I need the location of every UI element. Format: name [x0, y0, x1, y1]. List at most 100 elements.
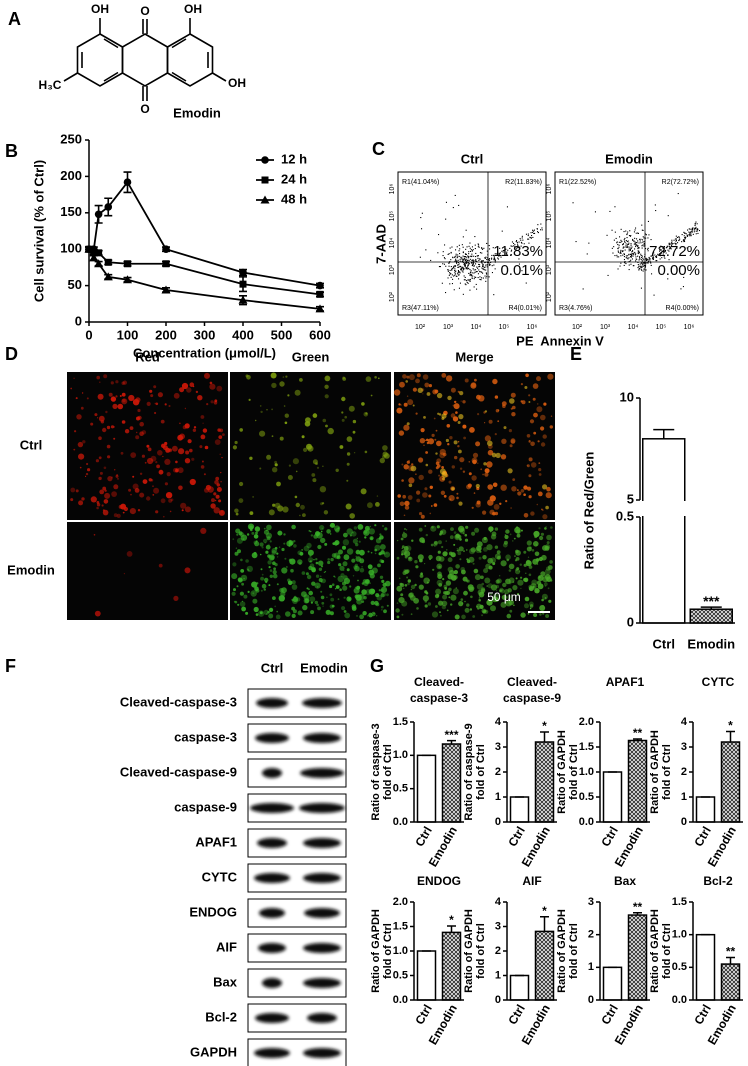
bar	[695, 796, 716, 823]
flow-dot	[468, 272, 470, 274]
flow-dot	[462, 259, 464, 261]
quadrant-label: R1(22.52%)	[559, 179, 596, 186]
cell-speck	[427, 602, 432, 606]
cell-speck	[442, 477, 445, 481]
flow-dot	[665, 249, 667, 251]
flow-dot	[478, 258, 480, 260]
flow-dot	[647, 250, 649, 252]
cell-speck	[177, 434, 184, 441]
cell-speck	[276, 552, 279, 555]
cell-speck	[430, 543, 434, 547]
flow-dot	[648, 256, 650, 258]
cell-speck	[301, 571, 306, 575]
flow-dot	[683, 276, 685, 278]
flow-dot	[465, 253, 467, 255]
cell-speck	[495, 584, 499, 589]
cell-speck	[401, 613, 404, 616]
flow-dot	[471, 250, 473, 252]
flow-dot	[659, 253, 661, 255]
flow-dot	[631, 255, 633, 257]
cell-speck	[399, 381, 405, 388]
cell-speck	[337, 598, 340, 601]
flow-dot	[460, 268, 462, 270]
cell-speck	[401, 532, 408, 539]
cell-speck	[531, 549, 535, 552]
cell-speck	[359, 549, 365, 556]
cell-speck	[239, 591, 244, 596]
cell-speck	[254, 526, 261, 532]
cell-speck	[231, 573, 238, 580]
flow-dot	[477, 277, 479, 279]
cell-speck	[351, 604, 357, 609]
significance: **	[633, 900, 643, 914]
flow-dot	[638, 247, 640, 249]
flow-dot	[465, 268, 467, 270]
flow-dot	[622, 251, 624, 253]
flow-title: Ctrl	[461, 151, 483, 166]
cell-speck	[166, 472, 171, 477]
cell-speck	[484, 422, 486, 424]
cell-speck	[336, 555, 341, 560]
flow-dot	[638, 250, 640, 252]
cell-speck	[520, 529, 523, 532]
cell-speck	[411, 463, 414, 466]
cell-speck	[155, 402, 159, 406]
flow-x-tick: 10⁴	[471, 324, 482, 331]
cell-speck	[253, 534, 259, 539]
flow-dot	[643, 268, 645, 270]
flow-dot	[613, 239, 615, 241]
cell-speck	[321, 578, 327, 584]
series-line	[89, 180, 321, 287]
flow-dot	[502, 251, 504, 253]
cell-speck	[179, 387, 185, 393]
cell-speck	[152, 485, 154, 487]
cell-speck	[293, 540, 296, 543]
cell-speck	[456, 492, 459, 495]
cell-speck	[367, 550, 370, 553]
cell-speck	[209, 381, 213, 385]
cell-speck	[154, 411, 157, 415]
cell-speck	[472, 562, 475, 565]
cell-speck	[470, 547, 476, 553]
cell-speck	[132, 475, 135, 478]
flow-dot	[491, 258, 493, 260]
cell-speck	[403, 402, 408, 407]
cell-speck	[263, 527, 266, 530]
y-tick-label: 0.5	[393, 969, 408, 981]
cell-speck	[252, 598, 258, 604]
flow-dot	[465, 229, 467, 231]
flow-dot	[622, 243, 624, 245]
cell-speck	[357, 524, 364, 530]
y-tick-label: 3	[495, 920, 501, 932]
flow-dot	[630, 256, 632, 258]
flow-dot	[505, 252, 507, 254]
flow-dot	[625, 245, 627, 247]
cell-speck	[413, 597, 419, 604]
flow-dot	[635, 232, 637, 234]
flow-dot	[696, 228, 698, 230]
cell-speck	[263, 609, 269, 616]
blot-band	[262, 768, 282, 778]
cell-speck	[80, 406, 84, 410]
flow-dot	[662, 248, 664, 250]
cell-speck	[320, 537, 326, 544]
cell-speck	[306, 574, 312, 580]
cell-speck	[539, 613, 542, 616]
cell-speck	[274, 546, 278, 550]
flow-dot	[447, 277, 449, 279]
cell-speck	[107, 476, 113, 482]
cell-speck	[305, 572, 309, 576]
flow-dot	[448, 274, 450, 276]
cell-speck	[353, 452, 356, 454]
marker	[261, 176, 269, 184]
flow-dot	[625, 263, 627, 265]
cell-speck	[546, 541, 550, 545]
cell-speck	[139, 472, 143, 475]
cell-speck	[144, 461, 147, 464]
flow-dot	[683, 239, 685, 241]
cell-speck	[268, 584, 271, 587]
cell-speck	[346, 452, 351, 456]
flow-dot	[663, 246, 665, 248]
cell-speck	[471, 475, 477, 481]
flow-dot	[525, 233, 527, 235]
